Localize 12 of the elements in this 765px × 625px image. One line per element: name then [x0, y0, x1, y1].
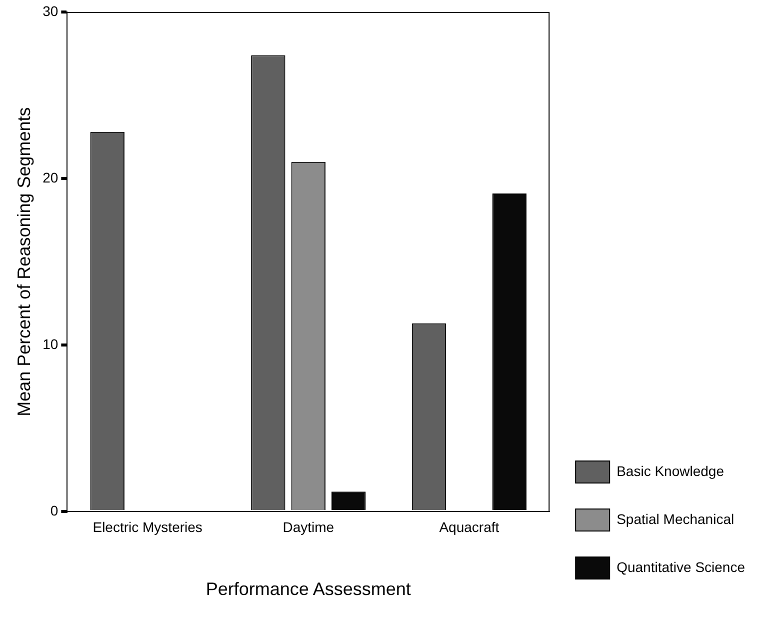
x-axis-title: Performance Assessment — [206, 579, 411, 600]
y-tick-label: 10 — [42, 336, 58, 352]
x-tick-label: Aquacraft — [439, 518, 500, 535]
legend-label: Spatial Mechanical — [616, 510, 734, 527]
legend-label: Quantitative Science — [616, 558, 746, 575]
legend-label: Basic Knowledge — [616, 462, 724, 479]
x-tick-label: Electric Mysteries — [92, 518, 202, 535]
y-tick-label: 30 — [42, 2, 58, 19]
y-tick-label: 0 — [50, 502, 58, 518]
y-axis-title: Mean Percent of Reasoning Segments — [14, 107, 34, 416]
x-tick-label: Daytime — [282, 518, 334, 535]
y-tick-label: 20 — [42, 169, 58, 186]
